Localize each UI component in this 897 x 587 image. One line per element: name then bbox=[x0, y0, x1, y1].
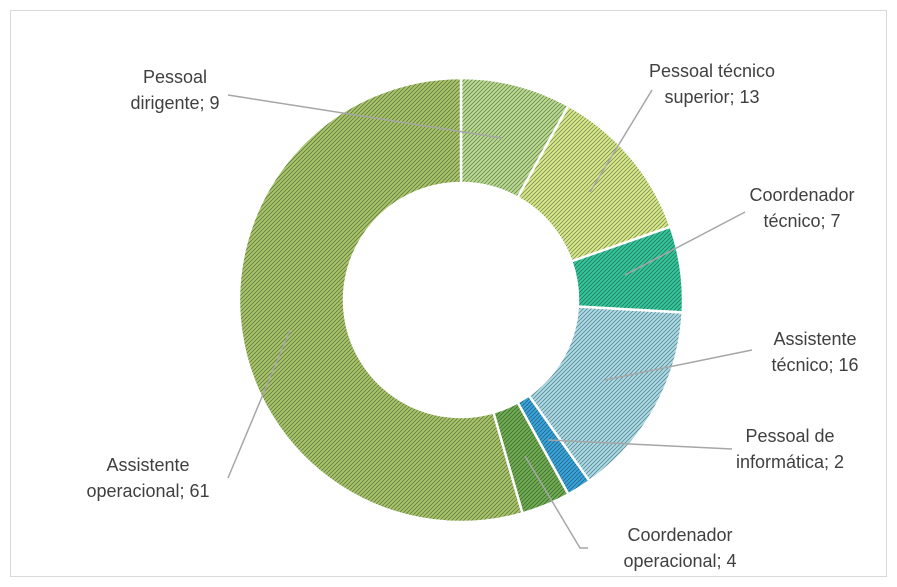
data-label: técnico; 7 bbox=[763, 211, 840, 231]
data-label: operacional; 61 bbox=[86, 481, 209, 501]
leader-line bbox=[227, 329, 291, 479]
data-label: Coordenador bbox=[749, 185, 854, 205]
data-label: informática; 2 bbox=[736, 452, 844, 472]
leader-line bbox=[624, 211, 746, 276]
leader-line bbox=[547, 439, 733, 450]
data-label: Assistente bbox=[106, 455, 189, 475]
leader-line bbox=[589, 89, 653, 193]
data-label: Assistente bbox=[773, 329, 856, 349]
data-label: Pessoal bbox=[143, 67, 207, 87]
data-label: operacional; 4 bbox=[623, 551, 736, 571]
data-label: superior; 13 bbox=[664, 87, 759, 107]
leader-line bbox=[227, 94, 503, 139]
data-label: Coordenador bbox=[627, 525, 732, 545]
data-label: técnico; 16 bbox=[771, 355, 858, 375]
leader-line bbox=[604, 349, 753, 381]
data-label: dirigente; 9 bbox=[130, 93, 219, 113]
donut-segment bbox=[526, 305, 684, 483]
donut-segment bbox=[237, 76, 525, 524]
data-label: Pessoal técnico bbox=[649, 61, 775, 81]
data-label: Pessoal de bbox=[745, 426, 834, 446]
leader-line bbox=[524, 455, 588, 549]
